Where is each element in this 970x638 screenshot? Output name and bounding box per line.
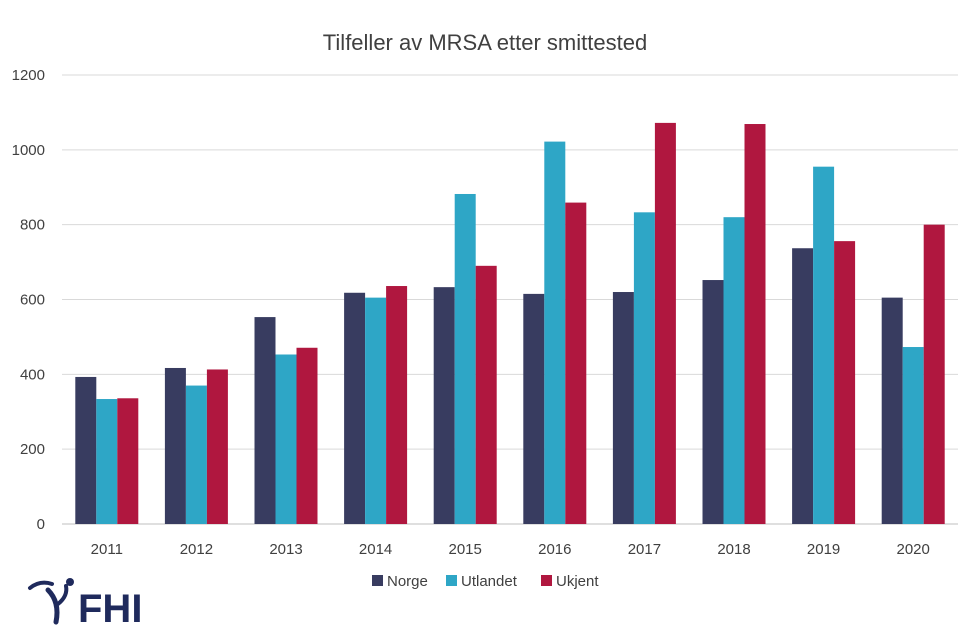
bar-norge-2013 bbox=[254, 317, 276, 524]
bar-ukjent-2016 bbox=[565, 202, 587, 525]
bar-norge-2020 bbox=[881, 297, 903, 524]
chart-title: Tilfeller av MRSA etter smittested bbox=[323, 30, 647, 55]
legend-label-utlandet: Utlandet bbox=[461, 573, 518, 590]
bar-norge-2018 bbox=[702, 280, 724, 524]
bar-norge-2011 bbox=[75, 376, 97, 524]
y-tick-label: 1200 bbox=[12, 67, 45, 84]
y-tick-label: 200 bbox=[20, 441, 45, 458]
bar-utlandet-2017 bbox=[633, 212, 655, 525]
bar-norge-2016 bbox=[523, 293, 545, 524]
x-tick-label: 2018 bbox=[717, 541, 750, 558]
bar-ukjent-2018 bbox=[744, 124, 766, 524]
bar-utlandet-2011 bbox=[96, 399, 118, 524]
x-axis: 2011 2012 2013 2014 2015 2016 2017 2018 2019 2020 bbox=[91, 541, 930, 558]
x-tick-label: 2020 bbox=[897, 541, 930, 558]
bar-utlandet-2013 bbox=[275, 354, 297, 524]
y-tick-label: 0 bbox=[37, 516, 45, 533]
bar-ukjent-2017 bbox=[654, 122, 676, 524]
bar-utlandet-2015 bbox=[454, 193, 476, 525]
bars bbox=[75, 122, 945, 525]
bar-norge-2015 bbox=[433, 287, 455, 524]
fhi-logo: FHI bbox=[28, 578, 142, 631]
legend: Norge Utlandet Ukjent bbox=[372, 573, 599, 590]
bar-utlandet-2018 bbox=[723, 217, 745, 524]
bar-ukjent-2019 bbox=[834, 241, 856, 524]
x-tick-label: 2014 bbox=[359, 541, 392, 558]
bar-ukjent-2013 bbox=[296, 347, 318, 524]
bar-norge-2014 bbox=[344, 292, 366, 524]
x-tick-label: 2019 bbox=[807, 541, 840, 558]
bar-ukjent-2015 bbox=[475, 265, 497, 524]
x-tick-label: 2017 bbox=[628, 541, 661, 558]
x-tick-label: 2012 bbox=[180, 541, 213, 558]
bar-utlandet-2012 bbox=[185, 385, 207, 524]
bar-ukjent-2020 bbox=[923, 224, 945, 524]
x-tick-label: 2015 bbox=[449, 541, 482, 558]
bar-norge-2019 bbox=[792, 248, 814, 524]
bar-norge-2017 bbox=[612, 292, 634, 524]
x-tick-label: 2016 bbox=[538, 541, 571, 558]
y-tick-label: 800 bbox=[20, 217, 45, 234]
bar-ukjent-2011 bbox=[117, 398, 139, 524]
bar-utlandet-2020 bbox=[902, 347, 924, 524]
y-tick-label: 600 bbox=[20, 292, 45, 309]
y-tick-label: 400 bbox=[20, 366, 45, 383]
x-tick-label: 2013 bbox=[269, 541, 302, 558]
y-tick-label: 1000 bbox=[12, 142, 45, 159]
bar-utlandet-2014 bbox=[365, 297, 387, 524]
bar-utlandet-2019 bbox=[813, 166, 835, 524]
legend-label-norge: Norge bbox=[387, 573, 428, 590]
legend-label-ukjent: Ukjent bbox=[556, 573, 599, 590]
bar-ukjent-2014 bbox=[386, 286, 408, 524]
bar-norge-2012 bbox=[164, 367, 186, 524]
legend-swatch-norge bbox=[372, 575, 383, 586]
fhi-logo-mark-icon bbox=[28, 578, 74, 625]
bar-ukjent-2012 bbox=[206, 369, 228, 524]
legend-swatch-ukjent bbox=[541, 575, 552, 586]
y-axis: 0 200 400 600 800 1000 1200 bbox=[12, 67, 45, 533]
x-tick-label: 2011 bbox=[91, 541, 123, 558]
bar-utlandet-2016 bbox=[544, 141, 566, 524]
legend-swatch-utlandet bbox=[446, 575, 457, 586]
fhi-logo-text: FHI bbox=[78, 587, 142, 631]
